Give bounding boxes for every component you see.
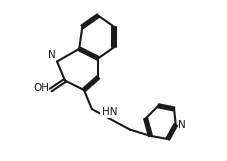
Text: N: N <box>177 120 185 130</box>
Text: OH: OH <box>33 83 49 93</box>
Text: N: N <box>47 50 55 60</box>
Text: HN: HN <box>101 107 116 117</box>
